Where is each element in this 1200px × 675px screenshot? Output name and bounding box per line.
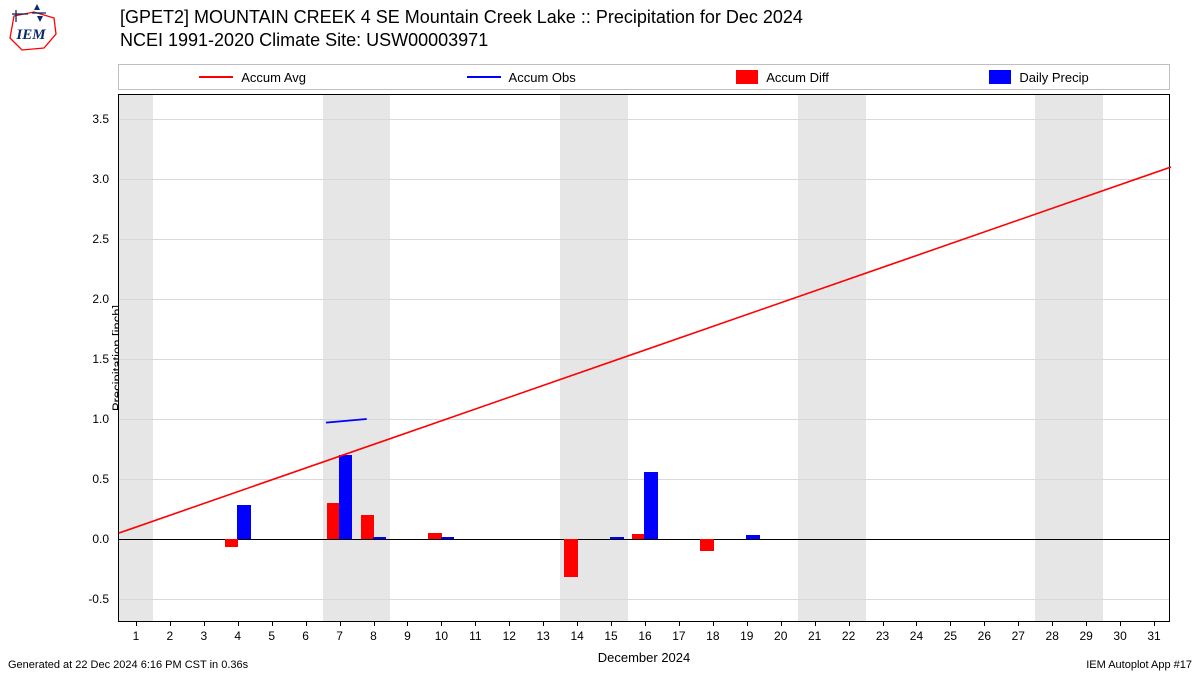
xtick-label: 30 [1113, 629, 1126, 643]
xtick-label: 13 [537, 629, 550, 643]
ytick-label: 2.5 [69, 232, 109, 246]
xtick-label: 27 [1012, 629, 1025, 643]
legend-accum-diff: Accum Diff [736, 70, 829, 85]
xtick-label: 11 [469, 629, 481, 643]
xtick-label: 23 [876, 629, 889, 643]
xtick-label: 18 [706, 629, 719, 643]
x-axis-label: December 2024 [598, 650, 691, 665]
xtick-label: 6 [302, 629, 309, 643]
xtick-label: 7 [336, 629, 343, 643]
xtick-label: 14 [570, 629, 583, 643]
accum-avg-line [119, 167, 1171, 533]
accum-obs-line [326, 419, 367, 423]
legend-label: Accum Avg [241, 70, 306, 85]
legend-swatch-block [736, 70, 758, 84]
xtick-label: 12 [503, 629, 516, 643]
footer-app: IEM Autoplot App #17 [1086, 659, 1192, 671]
xtick-label: 4 [234, 629, 241, 643]
legend-daily-precip: Daily Precip [989, 70, 1088, 85]
legend: Accum Avg Accum Obs Accum Diff Daily Pre… [118, 64, 1170, 90]
legend-label: Accum Diff [766, 70, 829, 85]
xtick-label: 25 [944, 629, 957, 643]
legend-swatch-block [989, 70, 1011, 84]
legend-accum-avg: Accum Avg [199, 70, 306, 85]
xtick-label: 29 [1079, 629, 1092, 643]
xtick-label: 21 [808, 629, 821, 643]
footer-generated: Generated at 22 Dec 2024 6:16 PM CST in … [8, 659, 248, 671]
xtick-label: 24 [910, 629, 923, 643]
xtick-label: 26 [978, 629, 991, 643]
xtick-label: 5 [268, 629, 275, 643]
xtick-label: 15 [604, 629, 617, 643]
xtick-label: 9 [404, 629, 411, 643]
ytick-label: 1.0 [69, 412, 109, 426]
ytick-label: 3.0 [69, 172, 109, 186]
xtick-label: 2 [167, 629, 174, 643]
xtick-label: 31 [1147, 629, 1160, 643]
xtick-label: 3 [200, 629, 207, 643]
legend-label: Accum Obs [509, 70, 576, 85]
legend-accum-obs: Accum Obs [467, 70, 576, 85]
ytick-label: 1.5 [69, 352, 109, 366]
ytick-label: 2.0 [69, 292, 109, 306]
title-line-1: [GPET2] MOUNTAIN CREEK 4 SE Mountain Cre… [120, 6, 803, 29]
ytick-label: 0.0 [69, 532, 109, 546]
xtick-label: 8 [370, 629, 377, 643]
plot-area: Precipitation [inch] December 2024 -0.50… [118, 94, 1170, 622]
xtick-label: 16 [638, 629, 651, 643]
xtick-label: 28 [1046, 629, 1059, 643]
xtick-label: 1 [133, 629, 140, 643]
line-layer [119, 95, 1171, 623]
xtick-label: 17 [672, 629, 685, 643]
svg-text:IEM: IEM [15, 27, 46, 43]
title-line-2: NCEI 1991-2020 Climate Site: USW00003971 [120, 29, 803, 52]
chart-title: [GPET2] MOUNTAIN CREEK 4 SE Mountain Cre… [120, 6, 803, 51]
xtick-label: 22 [842, 629, 855, 643]
legend-label: Daily Precip [1019, 70, 1088, 85]
xtick-label: 20 [774, 629, 787, 643]
legend-swatch-line [199, 76, 233, 78]
xtick-label: 19 [740, 629, 753, 643]
ytick-label: -0.5 [69, 592, 109, 606]
legend-swatch-line [467, 76, 501, 78]
ytick-label: 0.5 [69, 472, 109, 486]
iem-logo: IEM [4, 4, 59, 54]
xtick-label: 10 [435, 629, 448, 643]
ytick-label: 3.5 [69, 112, 109, 126]
